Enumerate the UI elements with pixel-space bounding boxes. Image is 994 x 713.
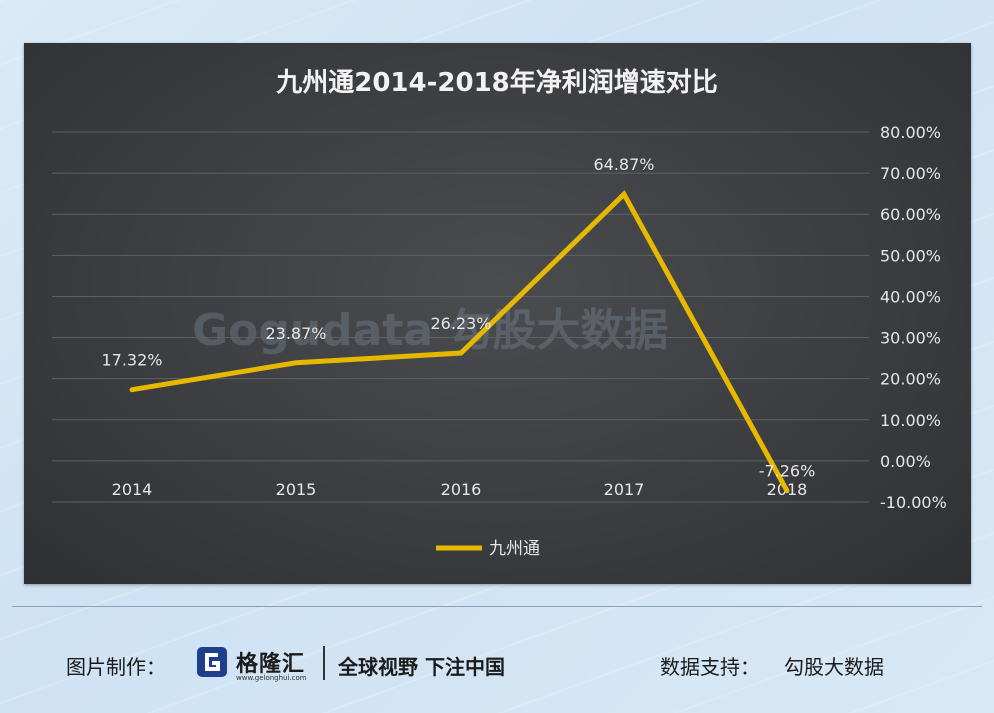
y-tick-label: 80.00%	[880, 123, 941, 142]
y-tick-label: 40.00%	[880, 287, 941, 306]
data-label: -7.26%	[759, 462, 816, 481]
gelonghui-logo-icon	[197, 647, 227, 677]
credit-label: 图片制作：	[66, 655, 166, 679]
x-tick-label: 2015	[276, 480, 317, 499]
logo-name: 格隆汇	[236, 652, 306, 677]
y-tick-label: 70.00%	[880, 164, 941, 183]
footer: 图片制作： 格隆汇 www.gelonghui.com 全球视野 下注中国 数据…	[0, 640, 994, 690]
data-label: 26.23%	[430, 314, 491, 333]
data-label: 64.87%	[593, 155, 654, 174]
chart-title: 九州通2014-2018年净利润增速对比	[275, 67, 718, 98]
watermark-text: Gogudata 勾股大数据	[192, 305, 668, 356]
support-value: 勾股大数据	[784, 655, 884, 679]
chart-panel: Gogudata 勾股大数据 80.00% 70.00% 60.00% 50.00% 40…	[24, 43, 971, 584]
x-tick-label: 2016	[441, 480, 482, 499]
y-tick-label: 0.00%	[880, 452, 931, 471]
data-label: 23.87%	[265, 324, 326, 343]
logo-url: www.gelonghui.com	[236, 674, 307, 682]
support-label: 数据支持：	[660, 655, 760, 679]
footer-divider	[12, 606, 982, 607]
y-tick-label: 10.00%	[880, 411, 941, 430]
slogan: 全球视野 下注中国	[338, 655, 505, 679]
series-line	[129, 190, 790, 494]
footer-vertical-divider	[323, 646, 325, 680]
y-tick-label: 50.00%	[880, 246, 941, 265]
y-tick-label: 30.00%	[880, 329, 941, 348]
chart-svg: Gogudata 勾股大数据 80.00% 70.00% 60.00% 50.00% 40…	[52, 67, 947, 559]
x-tick-label: 2017	[604, 480, 645, 499]
y-tick-label: 60.00%	[880, 205, 941, 224]
data-label: 17.32%	[101, 351, 162, 370]
x-tick-label: 2014	[112, 480, 153, 499]
legend-label: 九州通	[489, 539, 540, 559]
y-tick-label: -10.00%	[880, 493, 947, 512]
y-tick-label: 20.00%	[880, 370, 941, 389]
